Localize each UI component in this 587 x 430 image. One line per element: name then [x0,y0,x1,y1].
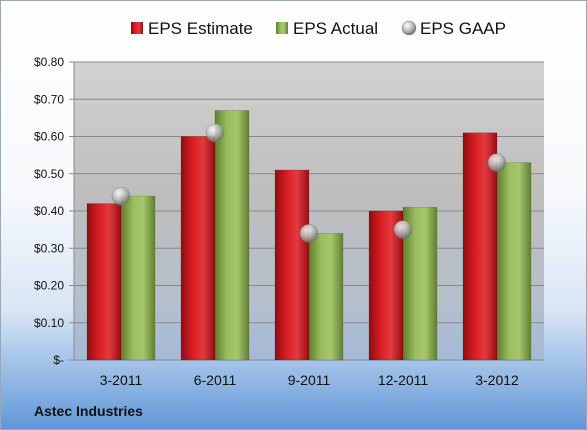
x-tick-label: 9-2011 [288,372,331,388]
eps-gaap-marker [111,186,131,206]
x-tick-label: 3-2011 [100,372,143,388]
y-tick-label: $0.10 [34,316,64,330]
eps-gaap-marker [205,123,225,143]
footer-company-name: Astec Industries [34,403,143,419]
eps-estimate-bar [180,136,216,361]
y-tick-label: $0.30 [34,241,64,255]
bars [86,110,532,361]
legend-label: EPS Estimate [148,19,253,38]
y-tick-label: $0.70 [34,92,64,106]
eps-gaap-marker [393,220,413,239]
legend-label: EPS GAAP [420,19,506,38]
eps-estimate-bar [462,132,498,361]
y-axis-ticks: $- $0.10 $0.20 $0.30 $0.40 $0.50 $0.60 $0.70 $0.… [34,55,64,367]
x-axis-ticks: 3-2011 6-2011 9-2011 12-2011 3-2012 [100,372,519,388]
legend-swatch-eps-actual [276,22,288,34]
y-tick-label: $0.40 [34,204,64,218]
legend: EPS Estimate EPS Actual EPS GAAP [131,19,506,38]
eps-gaap-marker [299,224,319,243]
eps-gaap-marker [487,153,507,172]
legend-marker-eps-gaap [401,20,417,36]
y-tick-label: $0.20 [34,279,64,293]
eps-estimate-bar [86,203,122,361]
eps-actual-bar [308,233,344,361]
eps-actual-bar [214,110,250,361]
legend-label: EPS Actual [293,19,378,38]
y-tick-label: $0.50 [34,167,64,181]
y-tick-label: $0.60 [34,130,64,144]
x-tick-label: 6-2011 [194,372,237,388]
x-tick-label: 12-2011 [378,372,429,388]
eps-actual-bar [496,162,532,361]
y-tick-label: $0.80 [34,55,64,69]
x-tick-label: 3-2012 [475,372,519,388]
eps-estimate-bar [274,169,310,361]
legend-swatch-eps-estimate [131,22,143,34]
gaap-markers [111,123,507,243]
y-tick-label: $- [53,353,64,367]
eps-actual-bar [120,195,156,361]
